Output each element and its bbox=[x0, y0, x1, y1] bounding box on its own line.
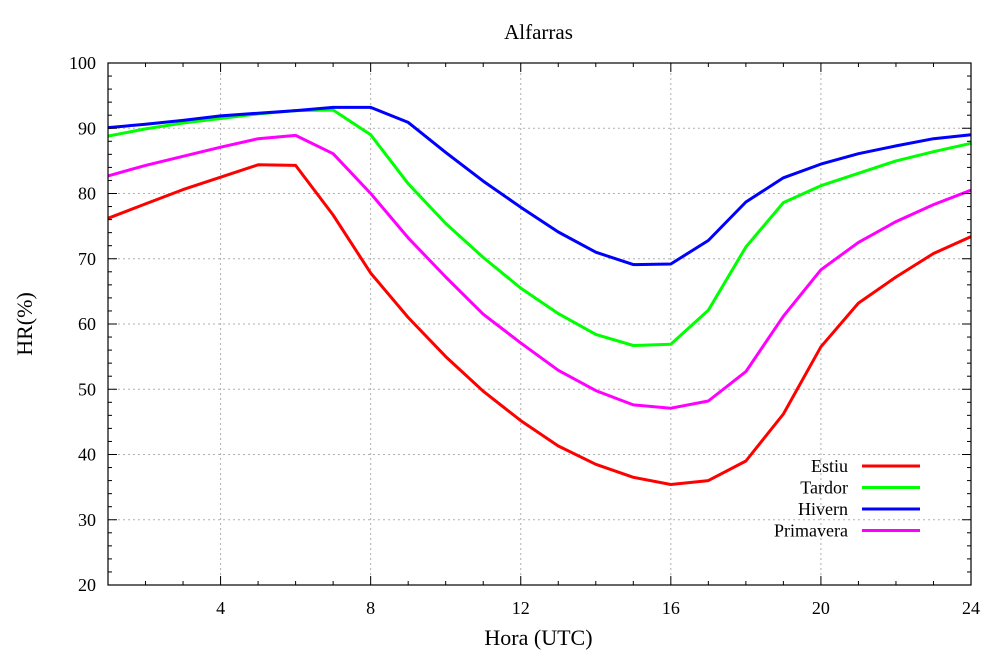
y-tick-label: 20 bbox=[78, 575, 96, 595]
series-line-tardor bbox=[107, 108, 972, 347]
series-line-primavera bbox=[107, 133, 972, 410]
x-tick-label: 8 bbox=[366, 598, 375, 618]
series-line-estiu bbox=[107, 163, 972, 486]
legend-label-hivern: Hivern bbox=[798, 499, 848, 519]
y-tick-label: 100 bbox=[69, 53, 96, 73]
x-tick-label: 24 bbox=[962, 598, 980, 618]
legend-label-primavera: Primavera bbox=[774, 521, 848, 541]
x-tick-label: 16 bbox=[662, 598, 680, 618]
x-axis-label: Hora (UTC) bbox=[484, 625, 592, 650]
y-axis-label: HR(%) bbox=[12, 292, 37, 356]
y-tick-label: 70 bbox=[78, 249, 96, 269]
x-tick-label: 12 bbox=[512, 598, 530, 618]
grid bbox=[108, 63, 971, 585]
y-tick-label: 30 bbox=[78, 510, 96, 530]
legend-label-estiu: Estiu bbox=[811, 456, 848, 476]
chart-title: Alfarras bbox=[504, 20, 573, 44]
y-tick-label: 90 bbox=[78, 118, 96, 138]
y-tick-label: 80 bbox=[78, 184, 96, 204]
series-line-hivern bbox=[107, 105, 972, 267]
legend-label-tardor: Tardor bbox=[800, 478, 848, 498]
x-tick-label: 20 bbox=[812, 598, 830, 618]
series-lines bbox=[107, 105, 972, 486]
x-tick-label: 4 bbox=[216, 598, 225, 618]
y-tick-label: 60 bbox=[78, 314, 96, 334]
y-tick-label: 40 bbox=[78, 445, 96, 465]
axis-ticks: 20 30 40 50 60 70 80 90 100 4 8 12 16 20 24 bbox=[69, 53, 980, 618]
y-tick-label: 50 bbox=[78, 379, 96, 399]
